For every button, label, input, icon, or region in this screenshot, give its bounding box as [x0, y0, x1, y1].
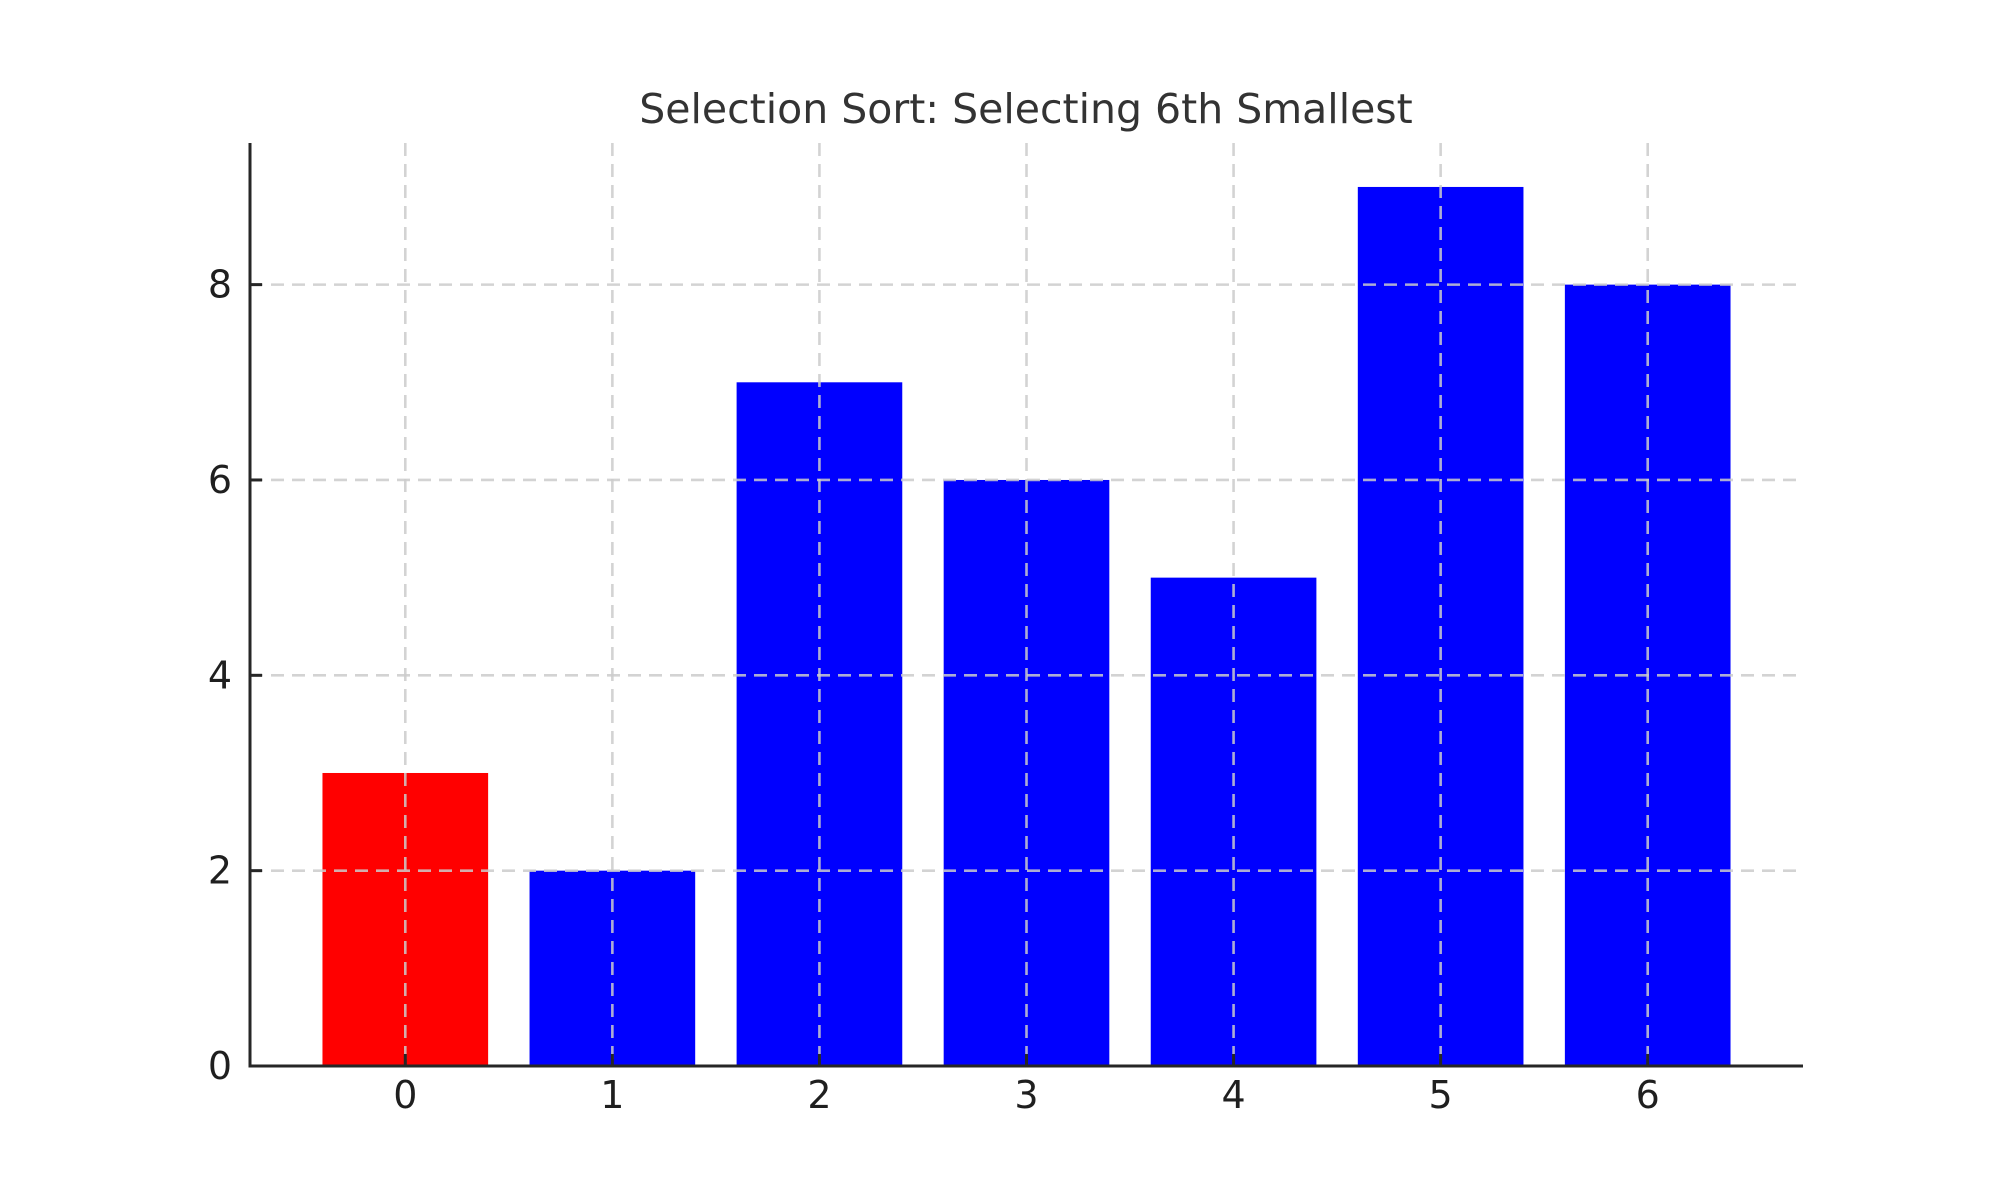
- x-tick-label-3: 3: [1014, 1073, 1038, 1117]
- x-tick-label-4: 4: [1221, 1073, 1245, 1117]
- y-tick-label-4: 4: [208, 653, 232, 697]
- grid-layer: [250, 143, 1803, 1066]
- axes-layer: [248, 143, 1803, 1068]
- y-tick-label-2: 2: [208, 849, 232, 893]
- x-tick-label-0: 0: [393, 1073, 417, 1117]
- x-tick-label-1: 1: [600, 1073, 624, 1117]
- y-tick-label-6: 6: [208, 458, 232, 502]
- y-tick-label-8: 8: [208, 263, 232, 307]
- y-tick-label-0: 0: [208, 1044, 232, 1088]
- labels-layer: 0 2 4 6 8 0 1 2 3 4 5 6: [208, 263, 1660, 1117]
- chart-title: Selection Sort: Selecting 6th Smallest: [639, 85, 1413, 133]
- x-tick-label-6: 6: [1636, 1073, 1660, 1117]
- x-tick-label-2: 2: [807, 1073, 831, 1117]
- x-tick-label-5: 5: [1429, 1073, 1453, 1117]
